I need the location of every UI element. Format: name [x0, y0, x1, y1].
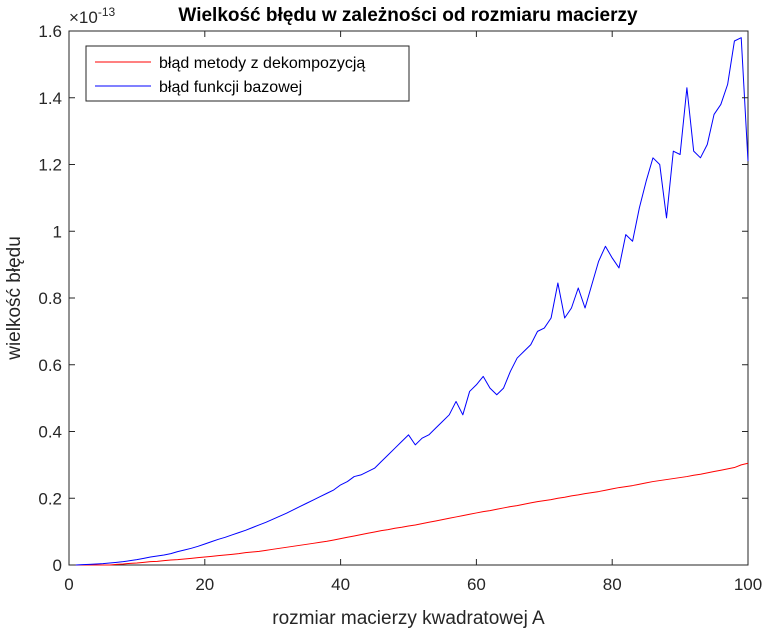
y-tick-label: 0.4: [38, 423, 62, 442]
series-layer: [75, 37, 749, 566]
y-axis-title: wielkość błędu: [4, 236, 25, 361]
y-tick-label: 1.2: [38, 156, 62, 175]
legend-label-decomposition: błąd metody z dekompozycją: [159, 55, 365, 72]
x-tick-label: 40: [331, 575, 350, 594]
y-axis-exponent: ×10-13: [69, 5, 116, 27]
y-tick-label: 1.4: [38, 89, 62, 108]
series-line-decomposition: [75, 462, 749, 566]
x-tick-label: 20: [195, 575, 214, 594]
x-axis-title: rozmiar macierzy kwadratowej A: [272, 608, 545, 629]
y-exponent-base: ×10: [69, 8, 98, 27]
y-exponent-power: -13: [98, 5, 116, 19]
y-tick-label: 0.2: [38, 489, 62, 508]
y-tick-label: 0.8: [38, 289, 62, 308]
plot-area: [68, 30, 749, 566]
x-tick-label: 0: [64, 575, 73, 594]
chart-title: Wielkość błędu w zależności od rozmiaru …: [178, 5, 638, 26]
legend-box: [85, 45, 410, 102]
legend-label-base-function: błąd funkcji bazowej: [159, 79, 302, 96]
y-tick-label: 0: [53, 556, 62, 575]
y-tick-label: 1: [53, 222, 62, 241]
x-tick-label: 100: [734, 575, 762, 594]
series-line-base-function: [75, 37, 749, 566]
y-tick-label: 1.6: [38, 22, 62, 41]
y-tick-label: 0.6: [38, 356, 62, 375]
x-tick-label: 80: [603, 575, 622, 594]
legend: błąd metody z dekompozycją błąd funkcji …: [85, 45, 410, 102]
x-tick-label: 60: [467, 575, 486, 594]
axes-layer: 0 20 40 60 80 100 0 0.2 0.4 0.6 0.8 1 1.2 1.4 1.6: [38, 22, 762, 594]
